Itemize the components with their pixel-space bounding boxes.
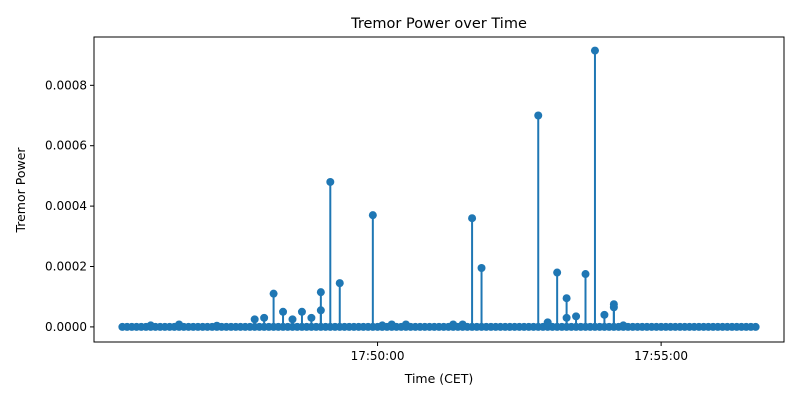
stem-marker (316, 288, 325, 297)
stem-marker (269, 289, 278, 298)
x-tick-label: 17:55:00 (634, 349, 688, 363)
stem-markers (118, 46, 760, 331)
y-tick-label: 0.0004 (45, 199, 87, 213)
stem-marker (279, 307, 288, 316)
stem-marker (368, 211, 377, 220)
stem-marker (619, 321, 628, 330)
stem-marker (401, 320, 410, 329)
stem-marker (581, 270, 590, 279)
y-axis-label: Tremor Power (13, 147, 28, 234)
x-tick-label: 17:50:00 (351, 349, 405, 363)
stem-marker (250, 315, 259, 324)
stem-marker (572, 312, 581, 321)
stem-marker (288, 315, 297, 324)
stem-marker (146, 321, 155, 330)
stem-marker (297, 307, 306, 316)
stem-marker (387, 320, 396, 329)
stem-marker (458, 320, 467, 329)
stem-marker (449, 320, 458, 329)
stem-marker (553, 268, 562, 277)
stem-marker (378, 321, 387, 330)
x-axis-label: Time (CET) (404, 371, 474, 386)
stem-marker (335, 279, 344, 288)
x-axis-ticks: 17:50:00 17:55:00 (351, 342, 688, 363)
stem-marker (175, 320, 184, 329)
stem-marker (468, 214, 477, 223)
y-tick-label: 0.0002 (45, 260, 87, 274)
baseline-marker (751, 322, 760, 331)
stem-marker (534, 111, 543, 120)
stem-marker (316, 306, 325, 315)
stem-marker (562, 313, 571, 322)
y-axis-ticks: 0.0000 0.0002 0.0004 0.0006 0.0008 (45, 78, 94, 334)
stem-marker (477, 264, 486, 273)
stem-marker (543, 318, 552, 327)
stem-marker (307, 313, 316, 322)
stem-marker (260, 313, 269, 322)
y-tick-label: 0.0008 (45, 78, 87, 92)
stem-marker (609, 303, 618, 312)
y-tick-label: 0.0006 (45, 139, 87, 153)
stem-marker (326, 177, 335, 186)
stem-marker (562, 294, 571, 303)
stem-marker (212, 321, 221, 330)
plot-frame (93, 36, 785, 343)
y-tick-label: 0.0000 (45, 320, 87, 334)
stem-marker (600, 310, 609, 319)
chart-title: Tremor Power over Time (350, 16, 527, 32)
stem-marker (590, 46, 599, 55)
